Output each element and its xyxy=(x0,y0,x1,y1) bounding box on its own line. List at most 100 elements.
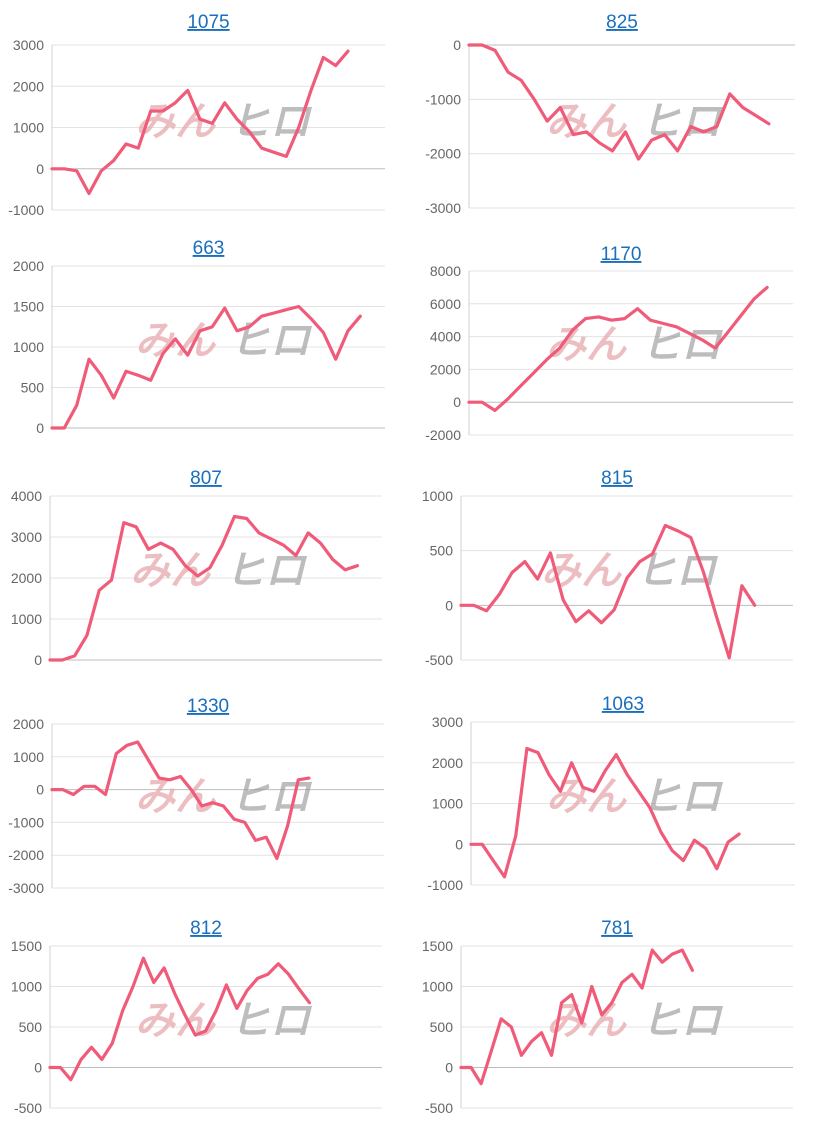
chart-panel: 812 1500 1000 500 0 -500 みん ヒロ xyxy=(0,910,411,1130)
y-tick-label: 1000 xyxy=(13,339,44,355)
chart-title-link[interactable]: 812 xyxy=(190,918,222,939)
y-tick-label: -3000 xyxy=(8,880,44,896)
y-tick-label: 0 xyxy=(453,37,461,53)
chart-panel: 1075 3000 2000 1000 0 -1000 みん ヒロ xyxy=(0,0,411,226)
y-tick-label: -3000 xyxy=(425,200,461,216)
watermark-logo: みん ヒロ xyxy=(546,999,724,1043)
y-tick-label: -500 xyxy=(425,1100,453,1116)
chart-panel: 1170 8000 6000 4000 2000 0 -2000 みん ヒロ xyxy=(411,226,822,456)
chart-panel: 807 4000 3000 2000 1000 0 みん ヒロ xyxy=(0,456,411,682)
line-chart: 1063 3000 2000 1000 0 -1000 みん ヒロ xyxy=(427,694,795,893)
line-chart: 807 4000 3000 2000 1000 0 みん ヒロ xyxy=(11,468,382,668)
watermark-logo: みん ヒロ xyxy=(546,100,724,144)
y-tick-label: -1000 xyxy=(425,91,461,107)
y-tick-label: 4000 xyxy=(430,329,461,345)
chart-title-link[interactable]: 663 xyxy=(193,238,225,259)
series-line xyxy=(467,285,769,412)
chart-panel: 781 1500 1000 500 0 -500 みん ヒロ xyxy=(411,910,822,1130)
watermark-right: ヒロ xyxy=(225,549,308,593)
y-tick-label: -1000 xyxy=(8,814,44,830)
y-tick-label: 1500 xyxy=(11,938,42,954)
y-tick-label: -500 xyxy=(14,1100,42,1116)
y-tick-label: 0 xyxy=(34,652,42,668)
watermark-right: ヒロ xyxy=(230,775,313,819)
line-chart: 815 1000 500 0 -500 みん ヒロ xyxy=(422,468,793,668)
watermark-left: みん xyxy=(546,775,628,819)
watermark-logo: みん ヒロ xyxy=(135,775,313,819)
watermark-left: みん xyxy=(135,999,217,1043)
watermark-logo: みん ヒロ xyxy=(546,775,724,819)
watermark-right: ヒロ xyxy=(230,999,313,1043)
y-tick-label: 0 xyxy=(455,836,463,852)
chart-title-link[interactable]: 1170 xyxy=(601,244,642,265)
y-tick-label: 500 xyxy=(430,1019,454,1035)
y-tick-label: 2000 xyxy=(430,361,461,377)
y-tick-label: 2000 xyxy=(432,755,463,771)
y-tick-label: 2000 xyxy=(13,716,44,732)
chart-title-link[interactable]: 807 xyxy=(190,468,222,489)
line-chart: 825 0 -1000 -2000 -3000 みん ヒロ xyxy=(425,12,795,216)
chart-panel: 825 0 -1000 -2000 -3000 みん ヒロ xyxy=(411,0,822,226)
y-tick-label: 1500 xyxy=(13,299,44,315)
y-tick-label: 500 xyxy=(21,380,45,396)
watermark-left: みん xyxy=(135,775,217,819)
chart-title-link[interactable]: 1330 xyxy=(187,696,229,717)
y-tick-label: 1000 xyxy=(11,979,42,995)
y-tick-label: 0 xyxy=(36,161,44,177)
line-chart: 1330 2000 1000 0 -1000 -2000 -3000 みん ヒロ xyxy=(8,696,384,896)
watermark-left: みん xyxy=(546,323,628,367)
y-tick-label: 4000 xyxy=(11,488,42,504)
y-tick-label: -1000 xyxy=(8,202,44,218)
chart-title-link[interactable]: 1075 xyxy=(187,12,229,33)
watermark-logo: みん ヒロ xyxy=(541,549,719,593)
series-line xyxy=(50,304,362,430)
y-tick-label: 1000 xyxy=(13,749,44,765)
chart-title-link[interactable]: 1063 xyxy=(602,694,644,715)
series-line xyxy=(459,948,694,1086)
y-tick-label: 3000 xyxy=(432,714,463,730)
y-tick-label: 0 xyxy=(36,782,44,798)
line-chart: 1170 8000 6000 4000 2000 0 -2000 みん ヒロ xyxy=(425,244,793,443)
watermark-left: みん xyxy=(546,100,628,144)
chart-title-link[interactable]: 825 xyxy=(606,12,638,33)
chart-panel: 1063 3000 2000 1000 0 -1000 みん ヒロ xyxy=(411,682,822,910)
watermark-logo: みん ヒロ xyxy=(135,999,313,1043)
chart-title-link[interactable]: 781 xyxy=(601,918,633,939)
y-tick-label: 0 xyxy=(34,1060,42,1076)
y-tick-label: 1000 xyxy=(432,796,463,812)
series-line xyxy=(48,956,311,1082)
chart-panel: 1330 2000 1000 0 -1000 -2000 -3000 みん ヒロ xyxy=(0,682,411,910)
line-chart: 781 1500 1000 500 0 -500 みん ヒロ xyxy=(422,918,793,1116)
y-tick-label: 1000 xyxy=(422,488,453,504)
watermark-left: みん xyxy=(130,549,212,593)
y-tick-label: 2000 xyxy=(11,570,42,586)
series-line xyxy=(48,514,359,662)
watermark-logo: みん ヒロ xyxy=(130,549,308,593)
y-tick-label: 1000 xyxy=(11,611,42,627)
y-tick-label: 3000 xyxy=(13,37,44,53)
y-tick-label: 1000 xyxy=(13,120,44,136)
series-line xyxy=(467,43,771,161)
y-tick-label: 500 xyxy=(430,543,454,559)
line-chart: 812 1500 1000 500 0 -500 みん ヒロ xyxy=(11,918,382,1116)
y-tick-label: 500 xyxy=(19,1019,43,1035)
y-tick-label: 2000 xyxy=(13,78,44,94)
watermark-right: ヒロ xyxy=(230,319,313,363)
y-tick-label: 1500 xyxy=(422,938,453,954)
y-tick-label: 0 xyxy=(36,420,44,436)
y-tick-label: 1000 xyxy=(422,979,453,995)
watermark-logo: みん ヒロ xyxy=(546,323,724,367)
chart-panel: 815 1000 500 0 -500 みん ヒロ xyxy=(411,456,822,682)
chart-title-link[interactable]: 815 xyxy=(601,468,633,489)
watermark-right: ヒロ xyxy=(641,775,724,819)
chart-panel: 663 2000 1500 1000 500 0 みん ヒロ xyxy=(0,226,411,456)
y-tick-label: 0 xyxy=(445,597,453,613)
watermark-right: ヒロ xyxy=(641,999,724,1043)
y-tick-label: -2000 xyxy=(425,427,461,443)
watermark-right: ヒロ xyxy=(641,100,724,144)
y-tick-label: -2000 xyxy=(8,847,44,863)
y-tick-label: -1000 xyxy=(427,877,463,893)
y-tick-label: -2000 xyxy=(425,146,461,162)
